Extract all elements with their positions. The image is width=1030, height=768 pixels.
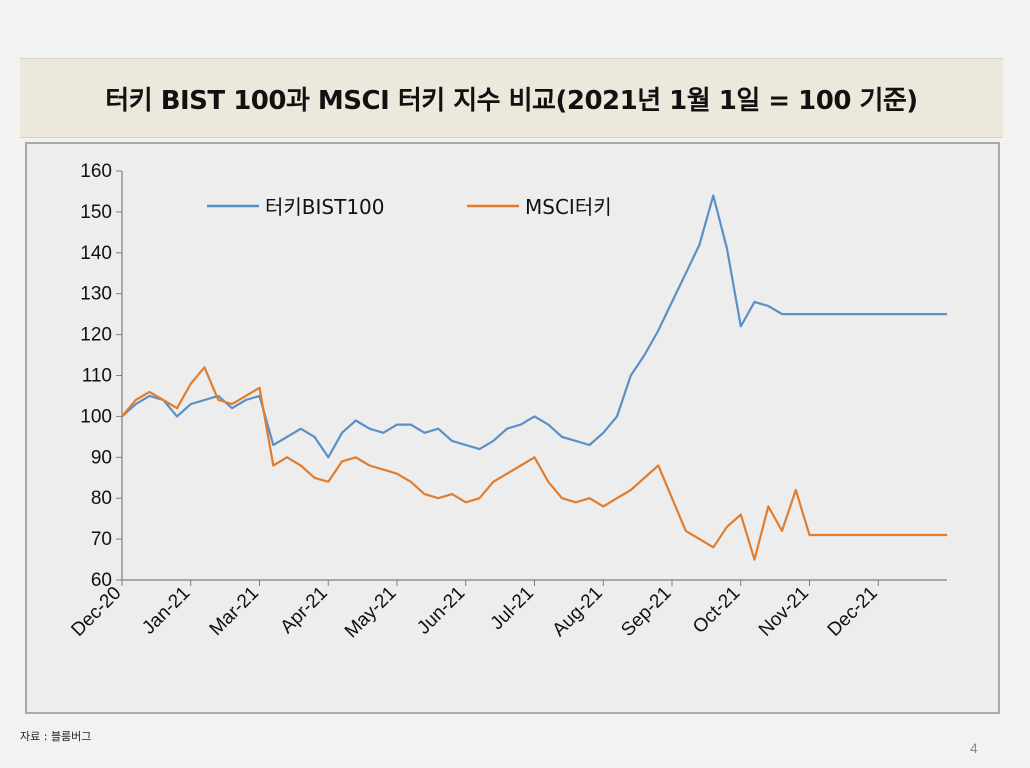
x-tick-label: Nov-21 [755,583,813,641]
legend-label: MSCI터키 [525,195,612,219]
source-note: 자료 : 블룸버그 [20,730,92,743]
y-tick-label: 160 [80,161,112,182]
y-tick-label: 100 [80,406,112,427]
x-tick-label: Sep-21 [617,583,675,641]
x-tick-label: Dec-21 [824,583,882,641]
x-tick-label: Dec-20 [67,583,125,641]
y-tick-label: 140 [80,243,112,264]
y-tick-label: 60 [91,570,112,591]
page-number: 4 [970,740,978,756]
series-line-msci [121,366,947,561]
y-tick-label: 80 [91,488,112,509]
x-tick-label: Apr-21 [277,583,332,638]
y-tick-label: 90 [91,447,112,468]
y-tick-label: 110 [82,366,112,387]
series-line-bist100 [121,194,947,459]
legend-label: 터키BIST100 [265,195,385,219]
y-tick-label: 70 [91,529,112,550]
slide-title: 터키 BIST 100과 MSCI 터키 지수 비교(2021년 1월 1일 =… [105,85,918,116]
y-tick-label: 130 [80,284,112,305]
y-tick-label: 120 [80,325,112,346]
x-tick-label: Aug-21 [549,583,607,641]
y-tick-label: 150 [80,202,112,223]
chart-frame: 160 150 140 130 120 110 100 90 80 70 60 Dec-20 Jan-2… [25,142,1000,714]
x-tick-label: May-21 [341,583,401,643]
x-tick-label: Mar-21 [206,583,263,640]
x-tick-label: Jan-21 [138,583,194,639]
x-tick-label: Jul-21 [487,583,538,634]
x-tick-label: Oct-21 [689,583,744,638]
x-tick-label: Jun-21 [413,583,469,639]
slide-title-bar: 터키 BIST 100과 MSCI 터키 지수 비교(2021년 1월 1일 =… [20,58,1003,138]
